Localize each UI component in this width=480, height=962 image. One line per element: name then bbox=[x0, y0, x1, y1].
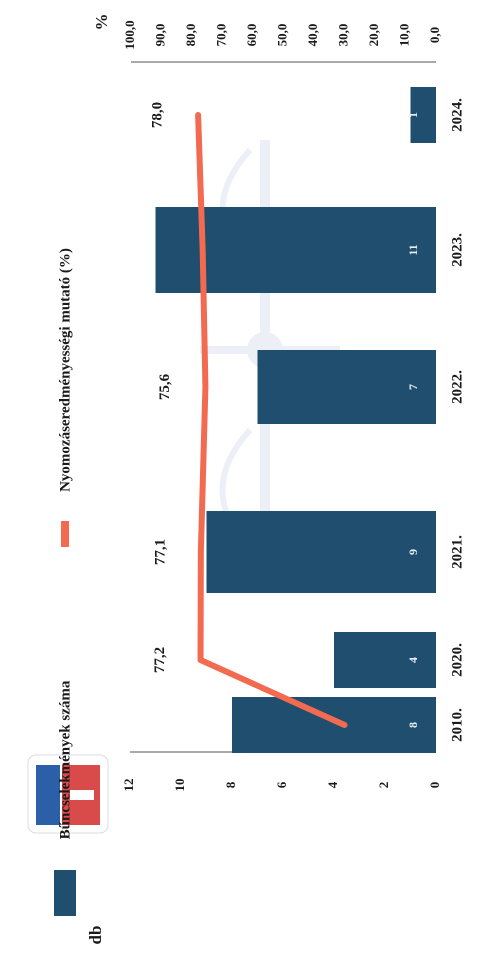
bar bbox=[232, 697, 436, 753]
police-logo-icon bbox=[27, 754, 109, 834]
right-axis-tick-label: 100,0 bbox=[122, 20, 137, 49]
bar bbox=[257, 350, 436, 424]
right-axis-tick-label: 50,0 bbox=[274, 24, 289, 47]
line-data-label: 77,2 bbox=[152, 647, 168, 673]
category-label: 2022. bbox=[449, 370, 465, 404]
right-axis-tick-label: 70,0 bbox=[213, 24, 228, 47]
bar-value-label: 8 bbox=[406, 722, 420, 728]
right-axis-tick-label: 80,0 bbox=[183, 24, 198, 47]
bar-value-label: 7 bbox=[406, 384, 420, 390]
left-axis-tick-label: 4 bbox=[325, 781, 340, 788]
right-axis-unit: % bbox=[92, 14, 111, 31]
right-axis-tick-label: 40,0 bbox=[305, 24, 320, 47]
left-axis-tick-label: 0 bbox=[427, 782, 442, 789]
bar-value-label: 11 bbox=[406, 244, 420, 255]
right-axis-tick-label: 20,0 bbox=[366, 24, 381, 47]
plot-area: 0 2 4 6 8 10 12 db 0,0 10,0 20,0 30,0 40,0 50,0 60,0 70… bbox=[54, 14, 465, 945]
right-axis-tick-label: 60,0 bbox=[244, 24, 259, 47]
legend-label-line: Nyomozáseredményességi mutató (%) bbox=[57, 248, 73, 492]
right-axis-tick-label: 30,0 bbox=[335, 24, 350, 47]
bar bbox=[206, 511, 436, 593]
line-series bbox=[195, 112, 348, 728]
right-axis-tick-label: 90,0 bbox=[152, 24, 167, 47]
left-axis-tick-label: 6 bbox=[274, 781, 289, 788]
left-axis-tick-label: 8 bbox=[223, 781, 238, 788]
category-label: 2021. bbox=[449, 535, 465, 569]
bar-value-label: 1 bbox=[406, 112, 420, 118]
legend-swatch-bars bbox=[54, 870, 76, 916]
bar bbox=[334, 632, 436, 688]
left-axis-unit: db bbox=[86, 926, 105, 945]
line-data-label: 75,6 bbox=[157, 373, 173, 400]
category-label: 2020. bbox=[449, 643, 465, 677]
left-axis-tick-label: 12 bbox=[121, 779, 136, 792]
line-data-label: 78,0 bbox=[150, 102, 166, 128]
category-label: 2024. bbox=[449, 98, 465, 132]
legend-swatch-line bbox=[61, 521, 69, 547]
right-axis-tick-label: 10,0 bbox=[396, 24, 411, 47]
line-data-label: 77,1 bbox=[152, 539, 168, 565]
left-axis-tick-label: 2 bbox=[376, 782, 391, 789]
bar bbox=[410, 87, 436, 143]
legend-label-bars: Bűncselekmények száma bbox=[57, 680, 73, 839]
bar-value-label: 4 bbox=[406, 657, 420, 663]
right-axis-tick-label: 0,0 bbox=[427, 27, 442, 43]
left-axis-tick-label: 10 bbox=[172, 779, 187, 792]
category-label: 2023. bbox=[449, 233, 465, 267]
category-label: 2010. bbox=[449, 708, 465, 742]
bar-value-label: 9 bbox=[406, 549, 420, 555]
bar bbox=[155, 207, 436, 293]
